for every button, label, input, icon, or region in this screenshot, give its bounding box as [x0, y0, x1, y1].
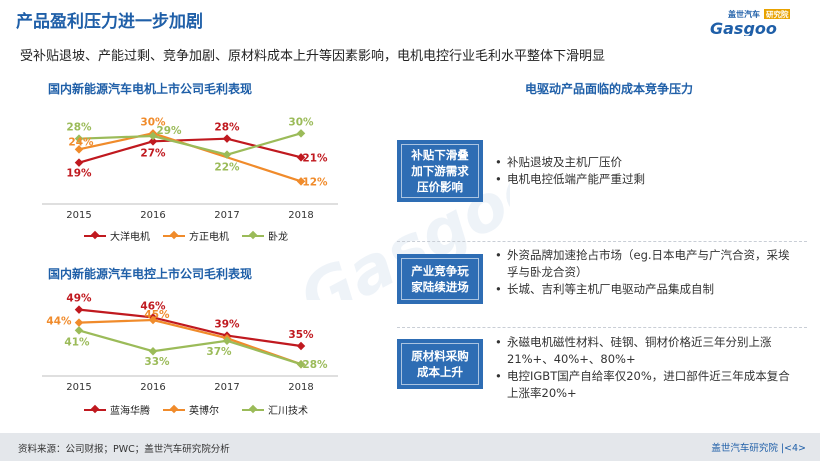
data-label: 33%: [144, 356, 170, 368]
footer-brand-page: 盖世汽车研究院 |<4>: [711, 443, 806, 454]
subtitle: 受补贴退坡、产能过剩、竞争加剧、原材料成本上升等因素影响，电机电控行业毛利水平整…: [20, 49, 606, 64]
series-line: [78, 329, 302, 366]
data-point: [74, 326, 84, 335]
x-tick-label: 2017: [214, 210, 239, 221]
pressure-label-line: 产业竞争玩: [411, 264, 469, 278]
data-point: [148, 346, 158, 356]
data-label: 28%: [214, 122, 240, 134]
footer-source: 资料来源：公司财报；PWC；盖世汽车研究院分析: [18, 444, 230, 455]
data-point: [148, 137, 158, 146]
pressure-label-line: 加下游需求: [411, 164, 469, 178]
pressure-label-line: 补贴下滑叠: [411, 148, 469, 162]
x-tick-label: 2017: [214, 382, 239, 393]
bullet-item: 长城、吉利等主机厂电驱动产品集成自制: [493, 281, 793, 298]
data-label: 35%: [288, 329, 314, 341]
legend-item-yingboer: 英博尔: [163, 402, 219, 417]
data-label: 29%: [156, 125, 182, 137]
pressure-box-competition: 产业竞争玩 家陆续进场: [397, 254, 483, 304]
logo-brand-text: 盖世汽车: [728, 9, 760, 19]
gasgoo-logo: 盖世汽车 研究院 Gasgoo: [710, 9, 790, 36]
bullet-item: 电控IGBT国产自给率仅20%，进口部件近三年成本复合上涨率20%+: [493, 368, 799, 402]
legend-item-wolong: 卧龙: [242, 228, 288, 243]
legend-label-dayang: 大洋电机: [110, 232, 150, 243]
controller-chart-heading: 国内新能源汽车电控上市公司毛利表现: [48, 267, 253, 281]
bullet-item: 外资品牌加速抢占市场（eg.日本电产与广汽合资，采埃孚与卧龙合资）: [493, 247, 793, 281]
data-point: [296, 359, 306, 369]
data-label: 46%: [140, 300, 166, 312]
bullet-item: 永磁电机磁性材料、硅钢、铜材价格近三年分别上涨21%+、40%+、80%+: [493, 334, 799, 368]
data-label: 28%: [66, 122, 92, 134]
data-label: 30%: [140, 116, 166, 128]
pressure-heading: 电驱动产品面临的成本竞争压力: [525, 82, 694, 96]
data-label: 30%: [288, 116, 314, 128]
data-label: 39%: [214, 319, 240, 331]
pressure-box-subsidy: 补贴下滑叠 加下游需求 压价影响: [397, 140, 483, 202]
data-point: [296, 177, 306, 186]
legend-swatch-dayang: [84, 230, 106, 241]
series-line: [78, 137, 302, 164]
data-point: [74, 134, 84, 143]
pressure-bullets-material: 永磁电机磁性材料、硅钢、铜材价格近三年分别上涨21%+、40%+、80%+ 电控…: [493, 334, 799, 402]
legend-item-dayang: 大洋电机: [84, 228, 150, 243]
pressure-label-line: 原材料采购: [411, 349, 469, 363]
data-label: 45%: [144, 309, 170, 321]
bullet-item: 补贴退坡及主机厂压价: [493, 154, 645, 171]
pressure-box-material: 原材料采购 成本上升: [397, 339, 483, 389]
page-title: 产品盈利压力进一步加剧: [16, 12, 203, 32]
series-line: [78, 308, 302, 348]
data-label: 49%: [66, 293, 92, 305]
row-divider: [397, 327, 807, 328]
data-label: 24%: [68, 136, 94, 148]
legend-label-wolong: 卧龙: [268, 232, 288, 243]
data-label: 19%: [66, 168, 92, 180]
legend-label-fangzheng: 方正电机: [189, 232, 229, 243]
data-label: 12%: [302, 176, 328, 188]
row-divider: [397, 241, 807, 242]
legend-label-lanhai: 蓝海华腾: [110, 406, 150, 417]
legend-label-huichuan: 汇川技术: [268, 406, 308, 417]
legend-item-huichuan: 汇川技术: [242, 402, 308, 417]
legend-item-lanhai: 蓝海华腾: [84, 402, 150, 417]
controller-margin-chart: 2015 2016 2017 2018 49% 46% 39% 35% 44% 45% 41% 33%…: [42, 293, 338, 393]
data-point: [296, 129, 306, 138]
data-label: 37%: [206, 346, 232, 358]
data-label: 27%: [140, 147, 166, 159]
motor-margin-chart: 2015 2016 2017 2018 19% 27% 28% 21% 24% 30% 12% 28%…: [42, 116, 338, 221]
data-point: [222, 134, 232, 143]
data-label: 28%: [302, 359, 328, 371]
data-label: 22%: [214, 162, 240, 174]
series-line: [78, 132, 302, 156]
data-label: 41%: [64, 336, 90, 348]
pressure-bullets-subsidy: 补贴退坡及主机厂压价 电机电控低端产能严重过剩: [493, 154, 645, 188]
data-point: [74, 305, 84, 314]
x-tick-label: 2016: [140, 382, 165, 393]
data-point: [296, 153, 306, 162]
data-point: [148, 315, 158, 325]
pressure-label-line: 压价影响: [417, 180, 463, 194]
x-tick-label: 2016: [140, 210, 165, 221]
footer-bar: [0, 433, 820, 461]
x-tick-label: 2018: [288, 382, 313, 393]
legend-item-fangzheng: 方正电机: [163, 228, 229, 243]
data-label: 44%: [46, 316, 72, 328]
x-tick-label: 2015: [66, 210, 91, 221]
pressure-bullets-competition: 外资品牌加速抢占市场（eg.日本电产与广汽合资，采埃孚与卧龙合资） 长城、吉利等…: [493, 247, 793, 298]
logo-tag-text: 研究院: [766, 9, 789, 19]
logo-wordmark: Gasgoo: [710, 19, 777, 36]
legend-label-yingboer: 英博尔: [189, 406, 219, 417]
pressure-label-line: 家陆续进场: [411, 280, 469, 294]
bullet-item: 电机电控低端产能严重过剩: [493, 171, 645, 188]
data-point: [74, 318, 84, 327]
x-tick-label: 2018: [288, 210, 313, 221]
x-tick-label: 2015: [66, 382, 91, 393]
data-point: [74, 158, 84, 167]
data-point: [296, 341, 306, 351]
pressure-label-line: 成本上升: [417, 365, 463, 379]
data-label: 21%: [302, 152, 328, 164]
motor-chart-heading: 国内新能源汽车电机上市公司毛利表现: [48, 82, 253, 96]
series-line: [78, 318, 302, 366]
